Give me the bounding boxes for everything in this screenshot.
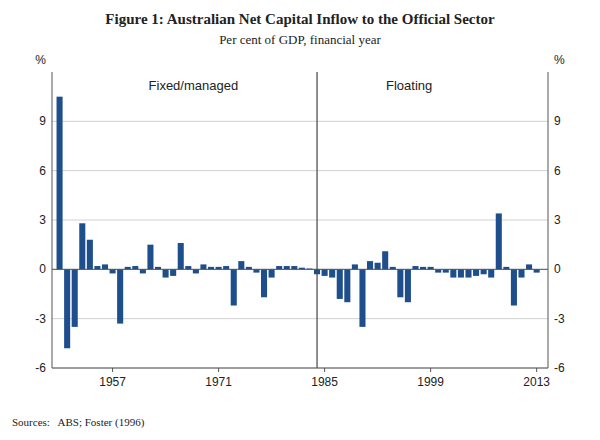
y-tick-label: 0 (39, 262, 46, 276)
x-tick-label: 1957 (99, 375, 126, 389)
bar (465, 269, 471, 277)
y2-tick-label: 0 (554, 262, 561, 276)
grid-line (52, 368, 548, 369)
bar (117, 269, 123, 323)
x-tick-label: 1985 (311, 375, 338, 389)
bar (147, 245, 153, 270)
bar (193, 269, 199, 273)
grid-line (52, 269, 548, 270)
bar (329, 269, 335, 277)
y-tick-label: -6 (35, 361, 46, 375)
bar (382, 251, 388, 269)
bar (231, 269, 237, 305)
bar (511, 269, 517, 305)
bar (481, 269, 487, 274)
bar (269, 269, 275, 277)
x-tick (324, 368, 325, 372)
x-tick (218, 368, 219, 372)
zero-line (52, 269, 548, 270)
grid (52, 121, 548, 368)
subtitle: Per cent of GDP, financial year (219, 32, 381, 47)
bars (57, 97, 540, 349)
grid-line (52, 318, 548, 319)
bar (518, 269, 524, 277)
x-axis-line (52, 368, 548, 369)
y2-axis-label: % (554, 53, 565, 67)
y2-tick-label: -3 (554, 312, 565, 326)
bar (359, 269, 365, 327)
bar (526, 264, 532, 269)
x-tick-label: 1999 (417, 375, 444, 389)
y-tick-label: 3 (39, 213, 46, 227)
y-axis-label: % (35, 53, 46, 67)
x-tick (536, 368, 537, 372)
bar (57, 97, 63, 270)
bar (367, 261, 373, 269)
y-axis-line (52, 72, 53, 368)
bar (344, 269, 350, 302)
bar (322, 269, 328, 276)
y2-tick-label: 6 (554, 164, 561, 178)
bar (337, 269, 343, 299)
bar (87, 240, 93, 270)
x-tick (430, 368, 431, 372)
annotation: Floating (386, 78, 432, 93)
bar (397, 269, 403, 297)
bar (140, 269, 146, 273)
bar (238, 261, 244, 269)
source: Sources: ABS; Foster (1996) (12, 416, 145, 429)
bar (102, 264, 108, 269)
bar (200, 264, 206, 269)
annotation: Fixed/managed (149, 78, 239, 93)
y2-axis-line (548, 72, 549, 368)
bar (110, 269, 116, 273)
bar (405, 269, 411, 302)
y-tick-label: 9 (39, 114, 46, 128)
grid-line (52, 121, 548, 122)
y2-tick-label: 3 (554, 213, 561, 227)
y-tick-label: -3 (35, 312, 46, 326)
bar (261, 269, 267, 297)
bar (79, 223, 85, 269)
bar (450, 269, 456, 277)
bar (473, 269, 479, 276)
chart: Figure 1: Australian Net Capital Inflow … (0, 0, 600, 440)
x-tick-label: 2013 (523, 375, 550, 389)
bar (375, 263, 381, 270)
bar (496, 213, 502, 269)
bar (170, 269, 176, 276)
bar (458, 269, 464, 277)
bar (163, 269, 169, 277)
bar (488, 269, 494, 277)
bar (64, 269, 70, 348)
x-tick-label: 1971 (205, 375, 232, 389)
page: {"chart_data": {"type": "bar", "title": … (0, 0, 600, 440)
y2-tick-label: 9 (554, 114, 561, 128)
divider (316, 72, 317, 368)
bar (178, 243, 184, 269)
y-tick-label: 6 (39, 164, 46, 178)
x-tick (112, 368, 113, 372)
bar (72, 269, 78, 327)
y2-tick-label: -6 (554, 361, 565, 375)
grid-line (52, 170, 548, 171)
title: Figure 1: Australian Net Capital Inflow … (105, 11, 495, 27)
grid-line (52, 220, 548, 221)
bar (352, 264, 358, 269)
